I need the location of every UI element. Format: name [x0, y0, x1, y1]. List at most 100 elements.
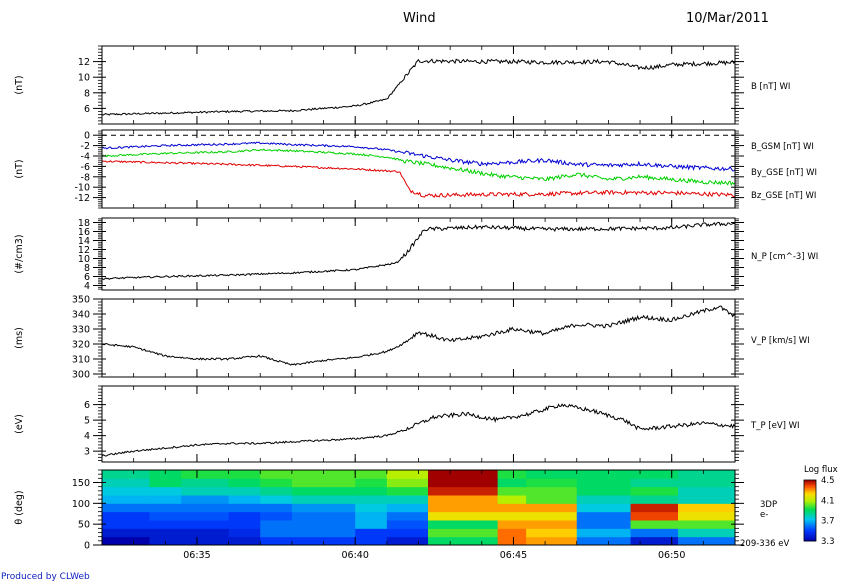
heatmap-cell	[149, 495, 182, 504]
heatmap-cell	[678, 536, 736, 546]
y-tick-label: -2	[81, 141, 90, 152]
heatmap-cell	[260, 495, 293, 504]
heatmap-cell	[228, 503, 261, 513]
y-axis-label: (ms)	[14, 327, 25, 349]
heatmap-cell	[355, 495, 388, 504]
colorbar-segment	[804, 528, 816, 531]
y-tick-label: 18	[78, 218, 90, 229]
colorbar-segment	[804, 524, 816, 527]
series-line-1	[101, 160, 736, 198]
colorbar-segment	[804, 515, 816, 517]
colorbar-segment	[804, 522, 816, 525]
series-line-1	[101, 58, 736, 116]
heatmap-cell	[102, 503, 150, 513]
colorbar-segment	[804, 525, 816, 528]
heatmap-cell	[678, 478, 736, 488]
panel-1: B [nT] WI 6 8 10 12 (nT)	[14, 45, 790, 125]
heatmap-cell	[102, 536, 150, 546]
y-tick-label: -8	[81, 172, 90, 183]
y-tick-label: 6	[84, 400, 90, 411]
heatmap-cell	[149, 511, 182, 521]
y-tick-label: 330	[72, 325, 90, 336]
colorbar-segment	[804, 502, 816, 505]
heatmap-cell	[497, 495, 527, 504]
heatmap-cell	[149, 478, 182, 488]
colorbar-segment	[804, 533, 816, 536]
heatmap-cell	[678, 486, 736, 496]
colorbar-segment	[804, 496, 816, 499]
y-tick-label: 0	[84, 541, 90, 552]
heatmap-cell	[427, 470, 499, 479]
y-tick-label: 12	[78, 245, 90, 256]
heatmap-cell	[576, 470, 632, 479]
series-legend-label: By_GSE [nT] WI	[751, 168, 817, 178]
y-tick-label: 150	[72, 478, 90, 489]
y-tick-label: 4	[84, 281, 90, 292]
y-tick-label: 320	[72, 340, 90, 351]
y-tick-label: -4	[81, 152, 90, 163]
colorbar-segment	[804, 531, 816, 534]
heatmap-cell	[228, 495, 261, 504]
colorbar-tick-label: 4.1	[821, 496, 835, 506]
heatmap-cell	[497, 528, 527, 538]
heatmap-cell	[181, 536, 230, 546]
heatmap-cell	[228, 528, 261, 538]
colorbar-segment	[804, 508, 816, 511]
heatmap-cell	[355, 478, 388, 488]
heatmap-cell	[102, 486, 150, 496]
heatmap-cell	[576, 511, 632, 521]
colorbar-tick-label: 3.3	[821, 537, 835, 547]
time-tick-label: 06:40	[342, 550, 369, 561]
mission-title: Wind	[403, 11, 436, 26]
y-tick-label: 12	[78, 57, 90, 68]
colorbar-segment	[804, 519, 816, 522]
panel-2: B_GSM [nT] WI By_GSE [nT] WI Bz_GSE [nT] W…	[14, 129, 817, 209]
heatmap-cell	[526, 478, 578, 488]
heatmap-cell	[355, 536, 388, 546]
heatmap-cell	[386, 470, 429, 479]
heatmap-cell	[181, 503, 230, 513]
heatmap-cell	[497, 486, 527, 496]
heatmap-cell	[291, 520, 356, 529]
heatmap-cell	[149, 503, 182, 513]
heatmap-cell	[678, 503, 736, 513]
panel-frame	[101, 298, 736, 378]
heatmap-cell	[497, 520, 527, 529]
heatmap-cell	[678, 470, 736, 479]
y-tick-label: 8	[84, 88, 90, 99]
heatmap-cell	[630, 528, 679, 538]
heatmap-cell	[678, 520, 736, 529]
heatmap-cell	[386, 503, 429, 513]
y-tick-label: 10	[78, 73, 90, 84]
heatmap-cell	[497, 511, 527, 521]
date-title: 10/Mar/2011	[686, 11, 769, 26]
heatmap-cell	[526, 536, 578, 546]
panel-6: 0 50 100 150 θ (deg)	[14, 469, 744, 552]
y-axis-label: θ (deg)	[14, 490, 25, 524]
y-tick-label: -6	[81, 162, 90, 173]
colorbar-segment	[804, 495, 816, 498]
heatmap-cell	[526, 528, 578, 538]
heatmap-cell	[228, 511, 261, 521]
heatmap-cell	[576, 486, 632, 496]
series-legend-label: N_P [cm^-3] WI	[751, 252, 818, 262]
heatmap-cell	[355, 511, 388, 521]
colorbar-segment	[804, 521, 816, 524]
heatmap-cell	[228, 486, 261, 496]
heatmap-cell	[228, 478, 261, 488]
series-legend-label: B_GSM [nT] WI	[751, 142, 814, 152]
colorbar-segment	[804, 492, 816, 495]
colorbar-segment	[804, 539, 816, 542]
heatmap-cell	[386, 520, 429, 529]
heatmap-cell	[427, 520, 499, 529]
heatmap-cell	[149, 520, 182, 529]
y-axis-label: (nT)	[14, 159, 25, 178]
heatmap-cell	[427, 536, 499, 546]
heatmap-cell	[260, 511, 293, 521]
credit-text: Produced by CLWeb	[1, 572, 90, 582]
colorbar-segment	[804, 534, 816, 537]
heatmap-cell	[497, 470, 527, 479]
colorbar-segment	[804, 493, 816, 496]
heatmap-cell	[427, 478, 499, 488]
heatmap-cell	[181, 520, 230, 529]
